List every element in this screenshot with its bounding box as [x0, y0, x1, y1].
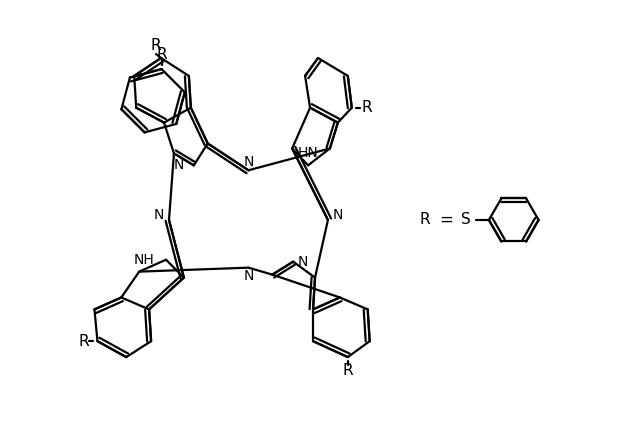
Text: NH: NH [133, 253, 154, 267]
Text: N: N [333, 208, 343, 222]
Text: =: = [439, 211, 453, 229]
Text: R: R [156, 47, 167, 61]
Text: N: N [298, 255, 308, 269]
Text: S: S [461, 212, 471, 227]
Text: N: N [243, 155, 253, 169]
Text: R: R [419, 212, 429, 227]
Text: N: N [154, 208, 164, 222]
Text: N: N [243, 269, 253, 283]
Text: R: R [362, 100, 372, 115]
Text: HN: HN [298, 146, 319, 160]
Text: R: R [151, 37, 161, 52]
Text: N: N [173, 158, 184, 172]
Text: R: R [78, 334, 89, 349]
Text: R: R [342, 363, 353, 378]
